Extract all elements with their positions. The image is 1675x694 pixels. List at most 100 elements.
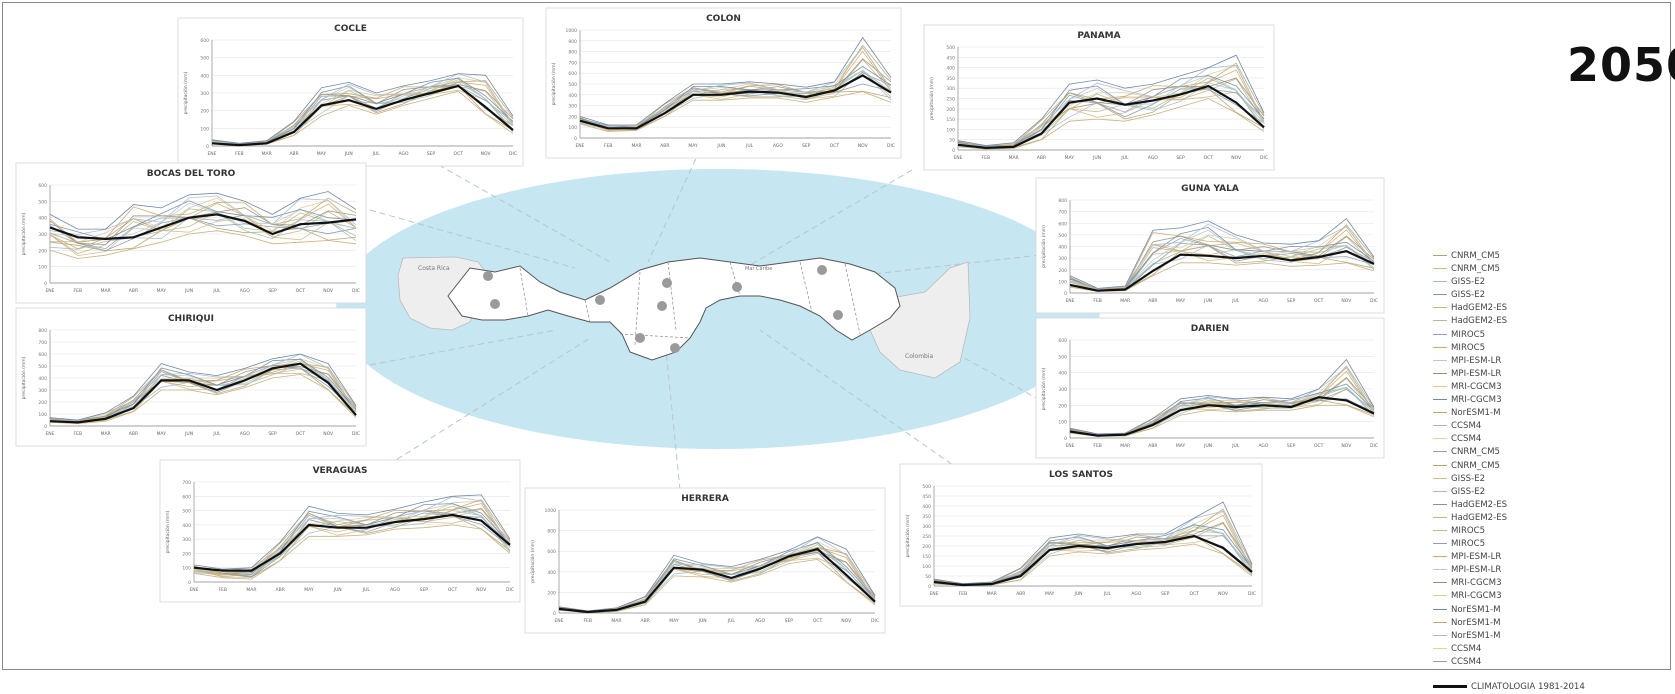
y-tick-label: 100 <box>38 265 47 271</box>
model-series-line <box>579 44 892 129</box>
legend-swatch <box>1433 255 1447 256</box>
legend-item: CCSM4 <box>1433 643 1663 656</box>
legend-item: CNRM_CM5 <box>1433 263 1663 276</box>
model-series-line <box>579 46 892 129</box>
x-tick-label: NOV <box>481 151 492 157</box>
climatology-line <box>558 547 876 614</box>
y-tick-label: 500 <box>922 484 931 490</box>
x-tick-label: DIC <box>506 587 514 593</box>
x-tick-label: AGO <box>773 143 783 149</box>
legend-swatch <box>1433 385 1447 387</box>
marker-guna-yala <box>817 265 827 275</box>
x-tick-label: NOV <box>323 431 334 437</box>
x-tick-label: DIC <box>887 143 895 149</box>
y-tick-label: 350 <box>946 76 955 82</box>
x-tick-label: FEB <box>74 288 83 294</box>
y-tick-label: 400 <box>922 504 931 510</box>
x-tick-label: FEB <box>583 618 592 624</box>
y-tick-label: 400 <box>547 570 556 576</box>
climatology-line <box>957 84 1265 150</box>
legend-label: MPI-ESM-LR <box>1451 565 1502 576</box>
legend-label: HadGEM2-ES <box>1451 303 1508 314</box>
x-tick-label: ABR <box>1148 443 1157 449</box>
legend-item: CCSM4 <box>1433 433 1663 446</box>
x-tick-label: JUL <box>212 288 221 294</box>
model-series-line <box>193 512 511 578</box>
x-tick-label: ABR <box>1148 298 1157 304</box>
province-charts: COCLE 0 100 200 300 400 500 600 precipitación (m… <box>15 7 1385 634</box>
x-tick-label: JUL <box>727 618 736 624</box>
x-tick-label: NOV <box>1341 298 1352 304</box>
legend-swatch <box>1433 333 1447 335</box>
x-tick-label: MAR <box>987 591 997 597</box>
x-tick-label: SEP <box>1287 443 1296 449</box>
model-series-line <box>49 363 357 423</box>
y-tick-label: 300 <box>568 104 577 110</box>
y-axis-label: precipitación (mm) <box>529 540 536 583</box>
x-tick-label: DIC <box>1370 443 1378 449</box>
x-tick-label: NOV <box>841 618 852 624</box>
y-tick-label: 150 <box>922 554 931 560</box>
x-tick-label: OCT <box>296 288 306 294</box>
x-tick-label: MAR <box>101 431 111 437</box>
x-tick-label: FEB <box>604 143 613 149</box>
x-tick-label: ABR <box>129 431 138 437</box>
model-min-line <box>49 373 357 425</box>
x-tick-label: SEP <box>420 587 429 593</box>
legend-swatch <box>1433 685 1467 688</box>
y-tick-label: 600 <box>182 494 191 500</box>
legend-item: MPI-ESM-LR <box>1433 355 1663 368</box>
legend-label: MRI-CGCM3 <box>1451 591 1502 602</box>
x-tick-label: OCT <box>454 151 464 157</box>
y-axis-label: precipitación (mm) <box>1040 367 1047 410</box>
y-tick-label: 500 <box>182 509 191 515</box>
y-tick-label: 500 <box>38 199 47 205</box>
climatology-line <box>933 534 1253 587</box>
x-tick-label: JUL <box>362 587 371 593</box>
y-tick-label: 900 <box>568 39 577 45</box>
y-tick-label: 0 <box>574 136 577 142</box>
x-tick-label: JUN <box>698 618 707 624</box>
x-tick-label: ENE <box>554 618 563 624</box>
y-axis-label: precipitación (mm) <box>550 62 557 105</box>
legend-item: MIROC5 <box>1433 329 1663 342</box>
y-tick-label: 200 <box>568 114 577 120</box>
legend-item: NorESM1-M <box>1433 407 1663 420</box>
legend-item: GISS-E2 <box>1433 276 1663 289</box>
y-axis-label: precipitación (mm) <box>928 77 935 120</box>
chart-panel <box>899 463 1263 607</box>
legend-item: CNRM_CM5 <box>1433 460 1663 473</box>
legend-label: GISS-E2 <box>1451 290 1486 301</box>
y-tick-label: 600 <box>1058 221 1067 227</box>
x-tick-label: FEB <box>1093 443 1102 449</box>
x-tick-label: FEB <box>982 155 991 161</box>
legend-label: NorESM1-M <box>1451 617 1501 628</box>
legend-item: MRI-CGCM3 <box>1433 577 1663 590</box>
map-label-colombia: Colombia <box>905 353 934 360</box>
model-min-line <box>579 91 892 132</box>
chart-panama: PANAMA 0 50 100 150 200 250 300 350 400 450 500 prec… <box>923 24 1275 171</box>
y-tick-label: 300 <box>946 86 955 92</box>
model-series-line <box>49 217 357 252</box>
y-tick-label: 200 <box>547 590 556 596</box>
legend-label: CLIMATOLOGIA 1981-2014 <box>1471 682 1585 692</box>
model-min-line <box>558 558 876 613</box>
y-tick-label: 0 <box>1064 436 1067 442</box>
y-tick-label: 400 <box>38 376 47 382</box>
y-tick-label: 1000 <box>545 508 557 514</box>
province-markers <box>483 265 843 353</box>
chart-title: COCLE <box>334 24 367 34</box>
x-tick-label: ENE <box>189 587 198 593</box>
x-tick-label: JUL <box>212 431 221 437</box>
x-tick-label: AGO <box>1131 591 1141 597</box>
x-tick-label: AGO <box>390 587 400 593</box>
y-tick-label: 200 <box>200 109 209 115</box>
y-tick-label: 1000 <box>566 28 578 34</box>
legend-item: MRI-CGCM3 <box>1433 590 1663 603</box>
y-tick-label: 0 <box>1064 291 1067 297</box>
model-min-line <box>957 98 1265 150</box>
model-series-line <box>193 516 511 578</box>
model-max-line <box>49 191 357 230</box>
y-tick-label: 600 <box>568 71 577 77</box>
x-tick-label: JUL <box>1231 443 1240 449</box>
